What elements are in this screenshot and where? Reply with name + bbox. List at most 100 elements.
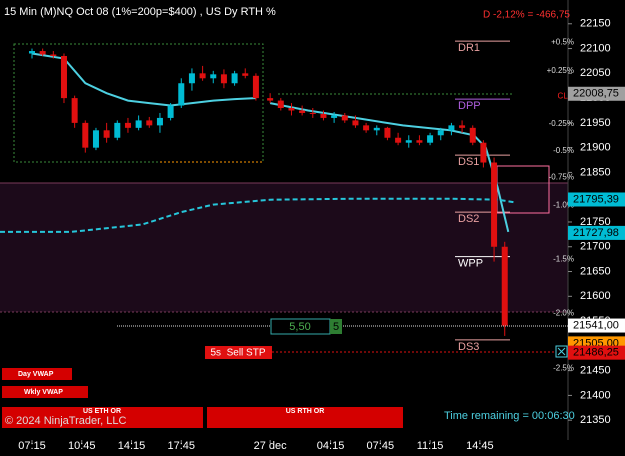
level-label: DS3 [458,341,479,353]
pct-label: -1.5% [553,254,574,263]
x-tick-label: 10:45 [68,440,96,452]
candle-body [252,75,259,99]
y-tick-label: 21600 [580,290,611,302]
button[interactable] [207,407,403,428]
candle-body [220,74,227,84]
candle-body [50,54,57,56]
candle-body [267,98,274,101]
pct-label: -0.75% [549,172,574,181]
candle-body [135,120,142,128]
pct-label: -0.25% [549,119,574,128]
pct-label: -2.0% [553,308,574,317]
y-tick-label: 21450 [580,365,611,377]
qty: 5,50 [289,321,310,333]
indicator-line [0,197,515,233]
button-label: Day VWAP [18,371,54,378]
candle-body [146,120,153,126]
chart-title: 15 Min (M)NQ Oct 08 (1%=200p=$400) , US … [4,6,276,18]
candle-body [114,122,121,138]
button[interactable] [2,386,88,398]
price-tag [568,192,625,207]
y-tick-label: 21700 [580,241,611,253]
count-box[interactable] [330,319,342,334]
candle-body [242,73,249,76]
order-box[interactable] [205,346,272,359]
candle-body [437,130,444,136]
button[interactable] [2,407,203,428]
candle-body [156,117,163,126]
candle-body [199,73,206,79]
candle-body [188,73,195,84]
pct-label: -1.0% [553,201,574,210]
level-label: DPP [458,100,481,112]
y-tick-label: 21900 [580,142,611,154]
y-tick-label: 22150 [580,18,611,30]
pct-label: -0.5% [553,146,574,155]
plot: 2135021400214502150021550216002165021700… [0,18,611,452]
candle-body [124,122,131,128]
level-label: DS2 [458,213,479,225]
x-tick-label: 14:15 [118,440,146,452]
candle-body [288,108,295,111]
order: 5s Sell STP [210,348,265,359]
candle-body [103,130,110,138]
candle-body [167,105,174,118]
price-tag-label: 22008,75 [573,88,619,100]
candle-body [459,125,466,128]
candle-body [427,135,434,143]
x-tick-label: 27 dec [254,440,288,452]
price-tag-label: 21541,00 [573,319,619,331]
candle-body [480,142,487,163]
price-tag-label: 21727,98 [573,227,619,239]
y-tick-label: 21850 [580,166,611,178]
candle-body [60,55,67,99]
x-tick-label: 14:45 [466,440,494,452]
button[interactable] [2,368,72,380]
level-label: DS1 [458,156,479,168]
copyright: © 2024 NinjaTrader, LLC [5,415,126,427]
candle-body [373,127,380,131]
summary: D -2,12% = -466,75 [483,10,570,21]
candle-body [231,73,238,84]
y-tick-label: 21750 [580,216,611,228]
candle-body [501,246,508,326]
session-box [13,43,264,163]
pct-label: CLO [558,92,574,101]
price-tag [568,86,625,101]
zone-band [0,183,568,312]
candle-body [448,125,455,131]
candle-body [469,127,476,143]
candle-body [405,140,412,143]
x-tick-label: 04:15 [317,440,345,452]
price-tag-label: 21795,39 [573,193,619,205]
candle-body [363,125,370,131]
candle-body [384,127,391,138]
candle-body [352,120,359,126]
candle-body [71,98,78,123]
price-tag [568,318,625,333]
y-tick-label: 22100 [580,42,611,54]
count: 5 [333,321,339,333]
candle-body [299,110,306,113]
button-label: US RTH OR [286,408,325,415]
candle-body [210,74,217,79]
x-tick-label: 11:15 [417,440,444,452]
candle-body [92,130,99,148]
cancel-icon [557,347,566,356]
pct-label: -2.5% [553,363,574,372]
x-tick-label: 17:45 [168,440,196,452]
candle-body [28,51,35,54]
y-tick-label: 21650 [580,265,611,277]
candle-body [416,140,423,143]
candle-body [309,112,316,114]
pct-label: +0.25% [547,66,574,75]
candle-body [395,137,402,143]
price-tag [568,345,625,360]
x-tick-label: 07:45 [367,440,395,452]
price-tag [568,225,625,240]
pct-label: +0.5% [551,38,574,47]
candle-body [39,51,46,55]
candle-body [277,100,284,109]
button-label: US ETH OR [83,408,121,415]
candle-body [82,122,89,148]
